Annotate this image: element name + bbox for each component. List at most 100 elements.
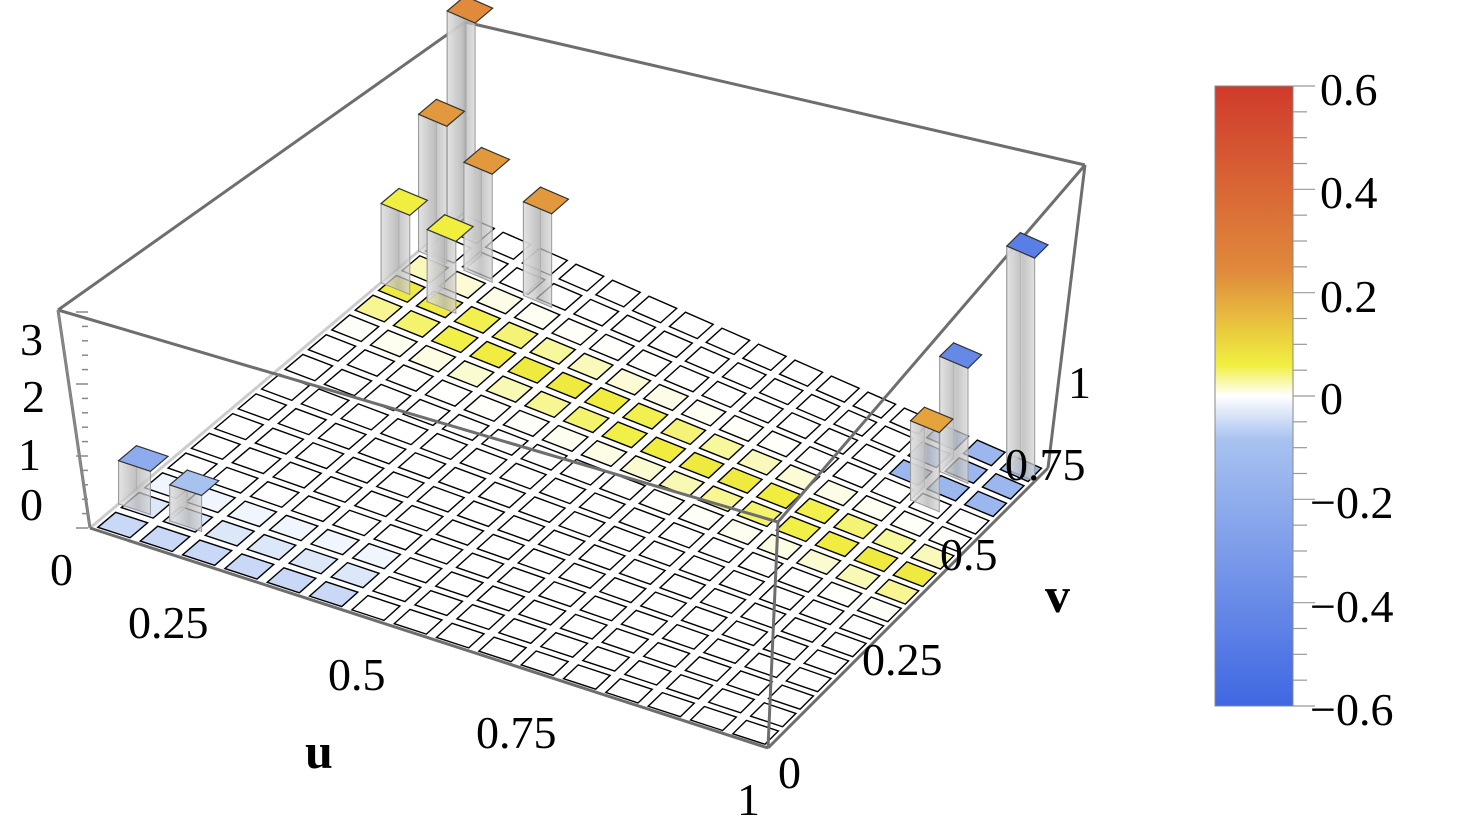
floor-tile xyxy=(456,500,506,528)
floor-tile xyxy=(594,279,642,308)
floor-tile xyxy=(572,298,620,327)
floor-tile xyxy=(707,687,756,714)
floor-tile xyxy=(600,627,650,654)
floor-tile xyxy=(795,548,842,576)
floor-tile xyxy=(537,529,587,557)
floor-tile xyxy=(484,375,534,403)
floor-tile xyxy=(550,317,599,346)
floor-tile xyxy=(323,368,373,397)
bar-top-face xyxy=(446,0,494,24)
u-tick-label: 0.25 xyxy=(128,597,209,648)
z-axis-ticks xyxy=(57,309,91,529)
colorbar-tick-label: 0 xyxy=(1320,373,1343,424)
floor-tile xyxy=(351,542,402,570)
floor-tile xyxy=(637,488,686,516)
floor-tile xyxy=(453,305,502,334)
floor-tile xyxy=(793,497,841,525)
floor-tile xyxy=(856,596,903,623)
floor-tile xyxy=(294,441,345,470)
floor-tile xyxy=(834,563,881,591)
floor-tile xyxy=(909,543,956,570)
floor-tile xyxy=(725,670,774,696)
floor-tile xyxy=(749,701,798,728)
floor-tile xyxy=(307,333,357,362)
floor-tile xyxy=(138,525,192,553)
bar-top-face xyxy=(426,214,475,243)
floor-tile xyxy=(583,386,631,415)
floor-tile xyxy=(741,343,788,372)
floor-tile xyxy=(506,356,556,384)
box-top-back-edge xyxy=(464,20,1086,167)
floor-tile xyxy=(762,634,810,661)
bar-front-face xyxy=(463,161,493,283)
floor-tile xyxy=(477,636,528,663)
floor-tile xyxy=(778,359,824,388)
floor-tile xyxy=(517,599,567,626)
floor-tile xyxy=(716,466,764,495)
floor-tile xyxy=(268,514,320,542)
floor-tile xyxy=(775,515,822,543)
floor-tile xyxy=(597,525,647,553)
floor-tile xyxy=(230,446,283,475)
floor-tile xyxy=(226,500,278,528)
bar xyxy=(1005,231,1050,483)
floor-tile xyxy=(562,664,612,690)
u-tick-labels: 0 0.25 0.5 0.75 1 xyxy=(50,544,760,825)
floor-tile xyxy=(820,631,868,658)
colorbar-ticks xyxy=(1293,85,1315,707)
floor-tile xyxy=(581,645,631,672)
floor-tile xyxy=(617,507,666,534)
floor-tile xyxy=(642,641,691,668)
floor-tile xyxy=(331,509,383,537)
floor-tile xyxy=(600,421,649,449)
floor-tile xyxy=(392,309,442,338)
floor-tile xyxy=(736,500,783,528)
floor-tile xyxy=(369,329,419,358)
floor-tile xyxy=(680,399,728,427)
floor-tile xyxy=(413,589,464,617)
floor-tile xyxy=(308,580,360,608)
floor-tile xyxy=(721,620,769,647)
floor-tile xyxy=(435,519,485,547)
floor-tile xyxy=(475,286,524,315)
floor-tile xyxy=(620,609,669,636)
floor-tile xyxy=(397,451,447,480)
floor-tile xyxy=(702,638,751,665)
floor-tile xyxy=(502,409,551,438)
floor-tile xyxy=(851,391,897,419)
colorbar-tick-label: −0.2 xyxy=(1310,477,1393,528)
box-front-bottom-edge xyxy=(89,526,769,750)
floor-tile xyxy=(372,523,423,551)
bars-layer xyxy=(117,0,1050,533)
bar xyxy=(117,444,170,516)
floor-tile xyxy=(621,402,669,430)
floor-tile xyxy=(869,425,915,453)
v-tick-labels: 0 0.25 0.5 0.75 1 xyxy=(778,357,1091,798)
floor-tile xyxy=(756,533,803,561)
floor-tile xyxy=(619,454,667,483)
floor-tile xyxy=(330,314,381,343)
floor-tile xyxy=(496,514,546,542)
floor-tile xyxy=(577,544,627,571)
bar-top-face xyxy=(462,146,511,175)
floor-tile xyxy=(737,551,785,579)
v-tick-label: 0 xyxy=(778,747,801,798)
floor-tile xyxy=(697,536,745,564)
floor-tile xyxy=(190,432,242,461)
floor-tile xyxy=(430,325,480,354)
bar-front-face xyxy=(522,201,553,309)
floor-tile xyxy=(625,349,673,377)
floor-tile xyxy=(981,472,1026,500)
floor-tile xyxy=(455,603,506,631)
floor-tile xyxy=(557,263,606,292)
floor-tile xyxy=(678,451,726,479)
v-tick-label: 0.5 xyxy=(940,529,998,580)
bar xyxy=(522,186,570,309)
floor-tile xyxy=(578,595,628,622)
bar-top-face xyxy=(938,342,983,369)
floor-tile xyxy=(517,496,567,524)
floor-tile xyxy=(609,314,657,343)
floor-tile xyxy=(657,521,706,549)
floor-tile xyxy=(394,504,445,532)
floor-tile xyxy=(513,302,562,331)
